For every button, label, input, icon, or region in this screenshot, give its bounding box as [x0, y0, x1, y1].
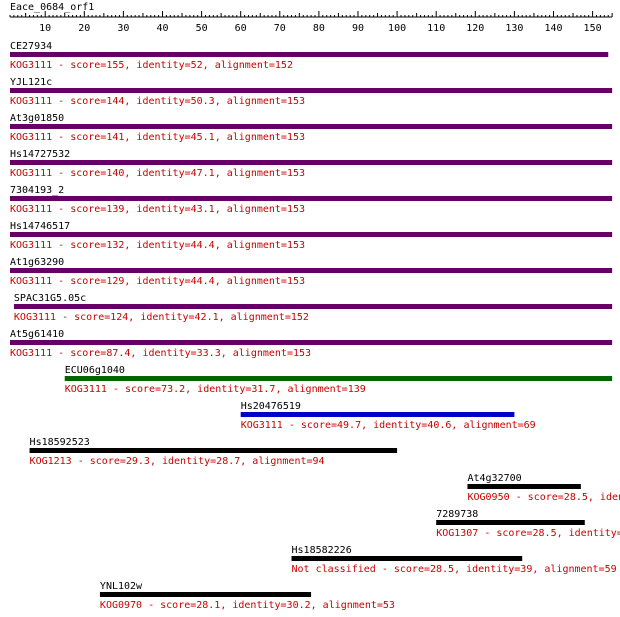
hit-row: ECU06g1040 KOG3111 - score=73.2, identity… — [64, 365, 613, 395]
hit-name[interactable]: SPAC31G5.05c — [14, 293, 86, 304]
hit-name[interactable]: 7289738 — [436, 509, 478, 520]
hit-alignment-bar[interactable] — [10, 232, 613, 237]
hit-row: CE27934 KOG3111 - score=155, identity=52,… — [10, 41, 609, 71]
hit-alignment-bar[interactable] — [99, 592, 312, 597]
hit-name[interactable]: At4g32700 — [467, 473, 521, 484]
hit-score-label: Not classified - score=28.5, identity=39… — [292, 564, 617, 575]
hit-alignment-bar[interactable] — [467, 484, 581, 489]
hit-name[interactable]: At1g63290 — [10, 257, 64, 268]
hit-alignment-bar[interactable] — [64, 376, 613, 381]
hit-row: YNL102w KOG0970 - score=28.1, identity=30… — [99, 581, 395, 611]
hit-name[interactable]: At3g01850 — [10, 113, 64, 124]
hit-alignment-bar[interactable] — [10, 340, 613, 345]
hit-alignment-bar[interactable] — [13, 304, 613, 309]
hit-score-label: KOG3111 - score=129, identity=44.4, alig… — [10, 276, 305, 287]
hit-alignment-bar[interactable] — [10, 196, 613, 201]
hit-score-label: KOG0950 - score=28.5, identity=30, align… — [467, 492, 620, 503]
hit-name[interactable]: ECU06g1040 — [65, 365, 125, 376]
hit-row: Hs14746517 KOG3111 - score=132, identity=… — [10, 221, 613, 251]
hit-row: At4g32700 KOG0950 - score=28.5, identity=… — [467, 473, 620, 503]
hit-score-label: KOG3111 - score=132, identity=44.4, alig… — [10, 240, 305, 251]
hit-score-label: KOG3111 - score=49.7, identity=40.6, ali… — [241, 420, 536, 431]
hit-alignment-bar[interactable] — [29, 448, 398, 453]
ruler-tick-label: 140 — [544, 23, 562, 34]
hit-row: Hs18582226 Not classified - score=28.5, i… — [291, 545, 617, 575]
hit-row: Hs14727532 KOG3111 - score=140, identity=… — [10, 149, 613, 179]
query-title: Eace_0684_orf1 — [10, 2, 94, 13]
hit-name[interactable]: Hs20476519 — [241, 401, 301, 412]
hit-name[interactable]: YJL121c — [10, 77, 52, 88]
hit-name[interactable]: Hs18592523 — [30, 437, 90, 448]
ruler-tick-label: 80 — [313, 23, 325, 34]
ruler-tick-label: 150 — [584, 23, 602, 34]
hit-score-label: KOG3111 - score=144, identity=50.3, alig… — [10, 96, 305, 107]
hit-alignment-bar[interactable] — [436, 520, 585, 525]
hit-alignment-bar[interactable] — [240, 412, 515, 417]
hit-name[interactable]: Hs14727532 — [10, 149, 70, 160]
hit-row: SPAC31G5.05c KOG3111 - score=124, identit… — [13, 293, 613, 323]
hit-alignment-bar[interactable] — [291, 556, 523, 561]
hit-name[interactable]: YNL102w — [100, 581, 143, 592]
hit-row: At3g01850 KOG3111 - score=141, identity=4… — [10, 113, 613, 143]
hit-row: YJL121c KOG3111 - score=144, identity=50.… — [10, 77, 613, 107]
ruler-tick-label: 50 — [196, 23, 208, 34]
hit-list: CE27934 KOG3111 - score=155, identity=52,… — [10, 41, 620, 611]
hit-alignment-bar[interactable] — [10, 88, 613, 93]
position-ruler: 10 20 30 40 50 60 70 80 90 100 110 120 130 140 150 — [9, 11, 613, 34]
hit-score-label: KOG3111 - score=141, identity=45.1, alig… — [10, 132, 305, 143]
hit-row: 7289738 KOG1307 - score=28.5, identity=31… — [436, 509, 620, 539]
ruler-tick-label: 130 — [505, 23, 523, 34]
hit-score-label: KOG3111 - score=155, identity=52, alignm… — [10, 60, 293, 71]
hit-score-label: KOG3111 - score=124, identity=42.1, alig… — [14, 312, 309, 323]
ruler-tick-label: 90 — [352, 23, 364, 34]
hit-alignment-bar[interactable] — [10, 268, 613, 273]
hit-score-label: KOG1213 - score=29.3, identity=28.7, ali… — [30, 456, 325, 467]
hit-row: At5g61410 KOG3111 - score=87.4, identity=… — [10, 329, 613, 359]
ruler-tick-label: 40 — [156, 23, 168, 34]
ruler-tick-label: 30 — [117, 23, 129, 34]
ruler-tick-label: 20 — [78, 23, 90, 34]
hit-name[interactable]: At5g61410 — [10, 329, 64, 340]
hit-row: 7304193_2 KOG3111 - score=139, identity=4… — [10, 185, 613, 215]
hit-name[interactable]: Hs18582226 — [292, 545, 352, 556]
ruler-tick-label: 10 — [39, 23, 51, 34]
hit-score-label: KOG3111 - score=87.4, identity=33.3, ali… — [10, 348, 311, 359]
hit-alignment-bar[interactable] — [10, 52, 609, 57]
hit-score-label: KOG1307 - score=28.5, identity=31.6, ali… — [436, 528, 620, 539]
hit-score-label: KOG3111 - score=140, identity=47.1, alig… — [10, 168, 305, 179]
hit-alignment-bar[interactable] — [10, 160, 613, 165]
hit-score-label: KOG3111 - score=139, identity=43.1, alig… — [10, 204, 305, 215]
hit-row: Hs20476519 KOG3111 - score=49.7, identity… — [240, 401, 536, 431]
ruler-tick-label: 110 — [427, 23, 445, 34]
hit-name[interactable]: Hs14746517 — [10, 221, 70, 232]
ruler-tick-label: 120 — [466, 23, 484, 34]
hit-row: Hs18592523 KOG1213 - score=29.3, identity… — [29, 437, 398, 467]
hit-name[interactable]: CE27934 — [10, 41, 52, 52]
hit-score-label: KOG3111 - score=73.2, identity=31.7, ali… — [65, 384, 366, 395]
hit-name[interactable]: 7304193_2 — [10, 185, 64, 196]
hit-score-label: KOG0970 - score=28.1, identity=30.2, ali… — [100, 600, 395, 611]
ruler-tick-label: 70 — [274, 23, 286, 34]
ruler-tick-label: 100 — [388, 23, 406, 34]
hit-alignment-bar[interactable] — [10, 124, 613, 129]
ruler-tick-label: 60 — [235, 23, 247, 34]
hit-row: At1g63290 KOG3111 - score=129, identity=4… — [10, 257, 613, 287]
